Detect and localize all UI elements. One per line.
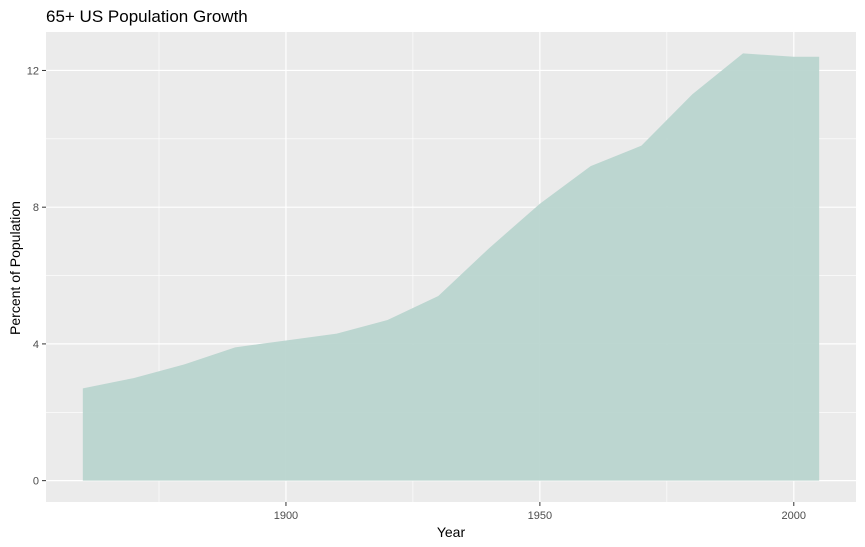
y-tick-label: 0 — [33, 476, 39, 488]
y-axis-title: Percent of Population — [7, 201, 23, 335]
y-tick-label: 8 — [33, 202, 39, 214]
chart-title: 65+ US Population Growth — [46, 7, 248, 26]
y-tick-label: 4 — [33, 339, 39, 351]
x-axis-title: Year — [437, 524, 466, 540]
area-series — [82, 53, 820, 481]
x-axis-ticks: 1900 1950 2000 — [274, 502, 806, 522]
x-tick-label: 1950 — [528, 510, 552, 522]
x-tick-label: 2000 — [782, 510, 806, 522]
y-axis-ticks: 0 4 8 12 — [27, 65, 46, 488]
x-tick-label: 1900 — [274, 510, 298, 522]
y-tick-label: 12 — [27, 65, 39, 77]
